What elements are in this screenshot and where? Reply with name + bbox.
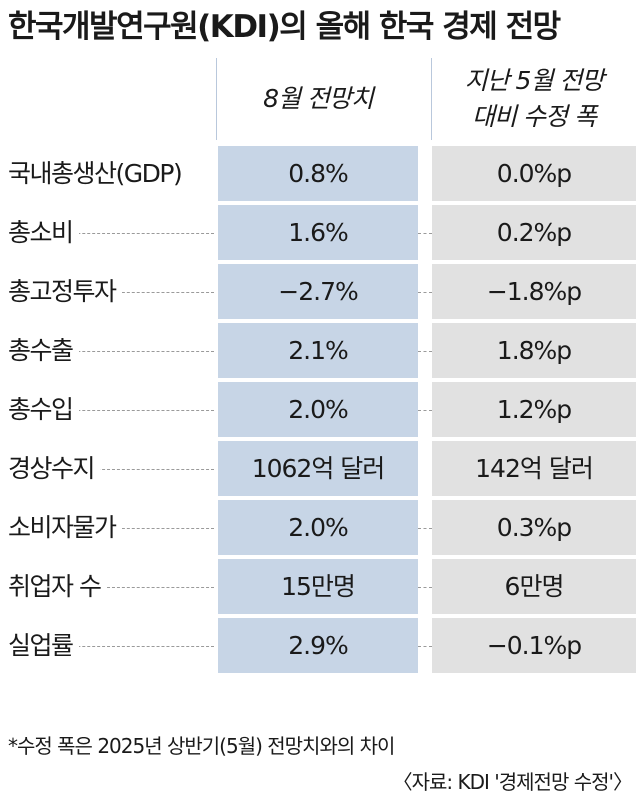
- row-label: 국내총생산(GDP): [8, 146, 188, 201]
- august-forecast-cell: 0.8%: [218, 146, 418, 201]
- august-forecast-cell: 1062억 달러: [218, 441, 418, 496]
- row-label: 취업자 수: [8, 559, 107, 614]
- footnote: *수정 폭은 2025년 상반기(5월) 전망치와의 차이: [8, 734, 395, 758]
- revision-cell: 0.2%p: [432, 205, 636, 260]
- leader-line: [8, 410, 214, 411]
- leader-line: [8, 233, 214, 234]
- leader-line: [8, 646, 214, 647]
- revision-cell: 0.3%p: [432, 500, 636, 555]
- leader-line: [418, 528, 432, 529]
- row-label: 실업률: [8, 618, 79, 673]
- revision-cell: −0.1%p: [432, 618, 636, 673]
- leader-line: [418, 410, 432, 411]
- table-row-current-account: 경상수지 1062억 달러 142억 달러: [0, 441, 640, 496]
- table-row-consumer-prices: 소비자물가 2.0% 0.3%p: [0, 500, 640, 555]
- column-header-revision-line-1: 지난 5월 전망: [464, 66, 605, 95]
- revision-cell: −1.8%p: [432, 264, 636, 319]
- row-label: 총고정투자: [8, 264, 122, 319]
- august-forecast-cell: 2.9%: [218, 618, 418, 673]
- leader-line: [418, 233, 432, 234]
- table-body: 국내총생산(GDP) 0.8% 0.0%p 총소비 1.6% 0.2%p 총고정…: [0, 146, 640, 677]
- august-forecast-cell: 15만명: [218, 559, 418, 614]
- row-label: 경상수지: [8, 441, 101, 496]
- table-row-total-consumption: 총소비 1.6% 0.2%p: [0, 205, 640, 260]
- header-divider-right: [431, 58, 432, 140]
- august-forecast-cell: 2.1%: [218, 323, 418, 378]
- table-row-fixed-investment: 총고정투자 −2.7% −1.8%p: [0, 264, 640, 319]
- table-row-exports: 총수출 2.1% 1.8%p: [0, 323, 640, 378]
- table-row-employment: 취업자 수 15만명 6만명: [0, 559, 640, 614]
- leader-line: [418, 351, 432, 352]
- column-header-revision-line-2: 대비 수정 폭: [472, 102, 597, 131]
- header-divider-left: [216, 58, 217, 140]
- leader-line: [418, 587, 432, 588]
- source-credit: 〈자료: KDI '경제전망 수정'〉: [392, 770, 633, 794]
- column-header-august-line-1: 8월 전망치: [263, 84, 374, 113]
- row-label: 총수출: [8, 323, 79, 378]
- column-header-revision: 지난 5월 전망 대비 수정 폭: [432, 58, 636, 140]
- column-header-august: 8월 전망치: [218, 58, 418, 140]
- august-forecast-cell: −2.7%: [218, 264, 418, 319]
- leader-line: [8, 587, 214, 588]
- revision-cell: 0.0%p: [432, 146, 636, 201]
- leader-line: [8, 351, 214, 352]
- revision-cell: 142억 달러: [432, 441, 636, 496]
- leader-line: [418, 646, 432, 647]
- row-label: 소비자물가: [8, 500, 122, 555]
- table-row-gdp: 국내총생산(GDP) 0.8% 0.0%p: [0, 146, 640, 201]
- table-row-unemployment: 실업률 2.9% −0.1%p: [0, 618, 640, 673]
- august-forecast-cell: 2.0%: [218, 500, 418, 555]
- revision-cell: 1.2%p: [432, 382, 636, 437]
- leader-line: [8, 469, 214, 470]
- august-forecast-cell: 2.0%: [218, 382, 418, 437]
- revision-cell: 6만명: [432, 559, 636, 614]
- row-label: 총수입: [8, 382, 79, 437]
- chart-title: 한국개발연구원(KDI)의 올해 한국 경제 전망: [8, 9, 561, 45]
- leader-line: [418, 292, 432, 293]
- table-row-imports: 총수입 2.0% 1.2%p: [0, 382, 640, 437]
- row-label: 총소비: [8, 205, 79, 260]
- revision-cell: 1.8%p: [432, 323, 636, 378]
- august-forecast-cell: 1.6%: [218, 205, 418, 260]
